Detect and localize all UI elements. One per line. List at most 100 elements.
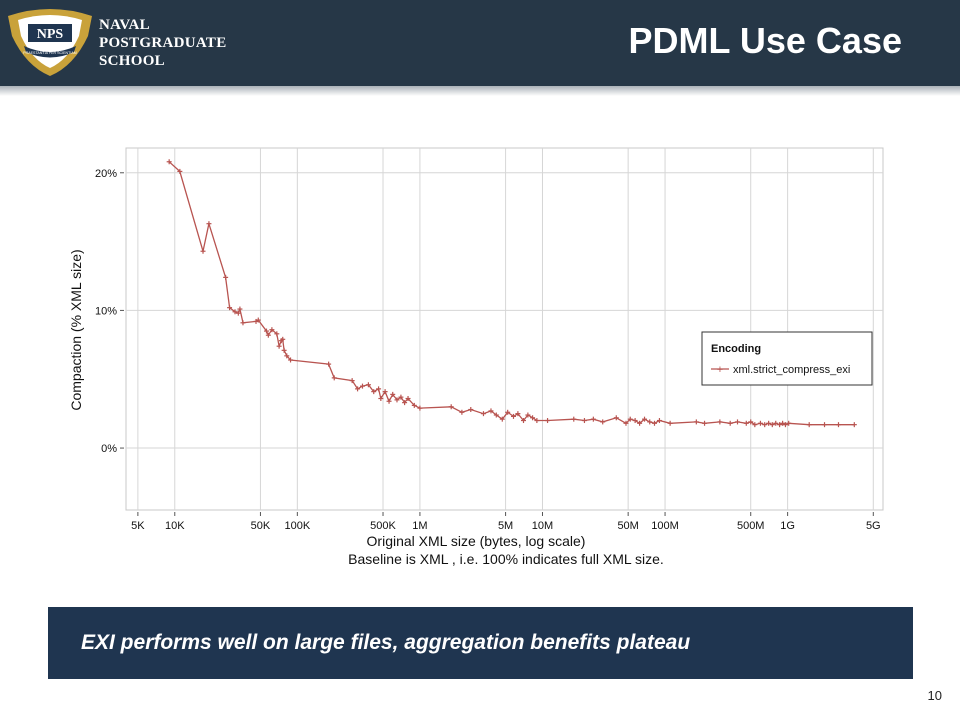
logo-line-1: NAVAL <box>99 17 150 33</box>
data-point-85 <box>786 420 792 426</box>
data-point-39 <box>417 405 423 411</box>
data-point-9 <box>240 320 246 326</box>
data-point-34 <box>394 397 400 403</box>
data-point-43 <box>480 411 486 417</box>
data-point-3 <box>206 221 212 227</box>
data-point-66 <box>651 420 657 426</box>
x-axis-ticks: 5K 10K 50K 100K 500K 1M 5M 10M 50M 100M 500M 1G 5G <box>131 512 881 532</box>
legend-series-name: xml.strict_compress_exi <box>733 364 850 376</box>
data-point-13 <box>265 332 271 338</box>
slide-title: PDML Use Case <box>628 20 902 61</box>
data-point-77 <box>757 420 763 426</box>
data-point-54 <box>545 418 551 424</box>
x-tick-label-9: 100M <box>651 520 679 532</box>
data-point-88 <box>835 422 841 428</box>
y-tick-label-0: 20% <box>95 168 117 180</box>
data-point-1 <box>177 168 183 174</box>
data-point-60 <box>623 420 629 426</box>
data-point-46 <box>499 416 505 422</box>
legend-title: Encoding <box>711 343 761 355</box>
data-point-68 <box>667 420 673 426</box>
x-tick-label-8: 50M <box>617 520 638 532</box>
logo-motto-text: PRAESTANTIA PER SCIENTIAM <box>23 51 76 55</box>
data-point-45 <box>493 412 499 418</box>
data-point-50 <box>520 418 526 424</box>
data-point-89 <box>851 422 857 428</box>
x-tick-label-4: 500K <box>370 520 396 532</box>
data-point-55 <box>571 416 577 422</box>
data-point-47 <box>505 409 511 415</box>
x-tick-label-12: 5G <box>866 520 881 532</box>
y-tick-label-2: 0% <box>101 443 117 455</box>
data-point-59 <box>613 415 619 421</box>
data-point-83 <box>780 420 786 426</box>
data-point-69 <box>693 419 699 425</box>
data-point-61 <box>627 416 633 422</box>
data-point-5 <box>227 305 233 311</box>
data-point-15 <box>274 331 280 337</box>
data-point-24 <box>349 378 355 384</box>
data-point-38 <box>411 402 417 408</box>
data-point-78 <box>762 422 768 428</box>
x-tick-label-6: 5M <box>498 520 513 532</box>
data-point-49 <box>515 411 521 417</box>
data-point-74 <box>743 420 749 426</box>
data-point-35 <box>398 394 404 400</box>
data-point-53 <box>534 418 540 424</box>
x-axis-label-2: Baseline is XML , i.e. 100% indicates fu… <box>348 551 664 567</box>
x-tick-label-2: 50K <box>251 520 271 532</box>
data-point-86 <box>806 422 812 428</box>
data-point-12 <box>263 328 269 334</box>
data-point-23 <box>331 375 337 381</box>
data-point-48 <box>510 413 516 419</box>
compaction-chart: 5K 10K 50K 100K 500K 1M 5M 10M 50M 100M 500M 1G 5G 2… <box>68 147 884 567</box>
legend-swatch-marker: + <box>717 364 723 376</box>
banner-text: EXI performs well on large files, aggreg… <box>81 631 691 654</box>
data-point-26 <box>359 383 365 389</box>
data-point-42 <box>468 407 474 413</box>
data-point-19 <box>281 347 287 353</box>
x-tick-label-7: 10M <box>532 520 553 532</box>
x-tick-label-3: 100K <box>284 520 310 532</box>
data-point-6 <box>232 309 238 315</box>
chart-legend: Encoding + xml.strict_compress_exi <box>701 331 873 386</box>
data-point-37 <box>405 396 411 402</box>
y-axis-label: Compaction (% XML size) <box>68 249 84 410</box>
data-point-4 <box>223 274 229 280</box>
logo-line-2: POSTGRADUATE <box>99 35 227 51</box>
data-point-36 <box>402 400 408 406</box>
data-point-30 <box>378 396 384 402</box>
data-point-14 <box>269 327 275 333</box>
data-point-63 <box>637 420 643 426</box>
data-point-75 <box>748 419 754 425</box>
data-point-7 <box>235 310 241 316</box>
data-point-73 <box>734 419 740 425</box>
data-point-52 <box>530 415 536 421</box>
data-point-0 <box>166 159 172 165</box>
y-axis-ticks: 20% 10% 0% <box>95 168 124 455</box>
data-point-20 <box>284 353 290 359</box>
logo-line-3: SCHOOL <box>99 53 165 69</box>
x-tick-label-1: 10K <box>165 520 185 532</box>
data-point-18 <box>280 336 286 342</box>
header-shadow <box>0 86 960 96</box>
logo-wordmark: NAVAL POSTGRADUATE SCHOOL <box>99 16 227 70</box>
data-point-8 <box>237 306 243 312</box>
nps-shield-logo: NPS PRAESTANTIA PER SCIENTIAM <box>8 9 92 76</box>
data-point-62 <box>632 418 638 424</box>
slide-header: NPS PRAESTANTIA PER SCIENTIAM NAVAL POST… <box>0 0 960 86</box>
data-point-71 <box>717 419 723 425</box>
data-point-28 <box>371 389 377 395</box>
logo-badge-text: NPS <box>37 27 64 42</box>
data-point-58 <box>600 419 606 425</box>
data-point-72 <box>727 420 733 426</box>
data-point-25 <box>355 386 361 392</box>
legend-box <box>701 331 873 386</box>
data-point-64 <box>642 416 648 422</box>
data-point-2 <box>200 248 206 254</box>
x-tick-label-10: 500M <box>737 520 765 532</box>
page-number: 10 <box>927 688 942 703</box>
series-points-group <box>166 159 857 428</box>
data-point-79 <box>766 420 772 426</box>
data-point-82 <box>777 422 783 428</box>
